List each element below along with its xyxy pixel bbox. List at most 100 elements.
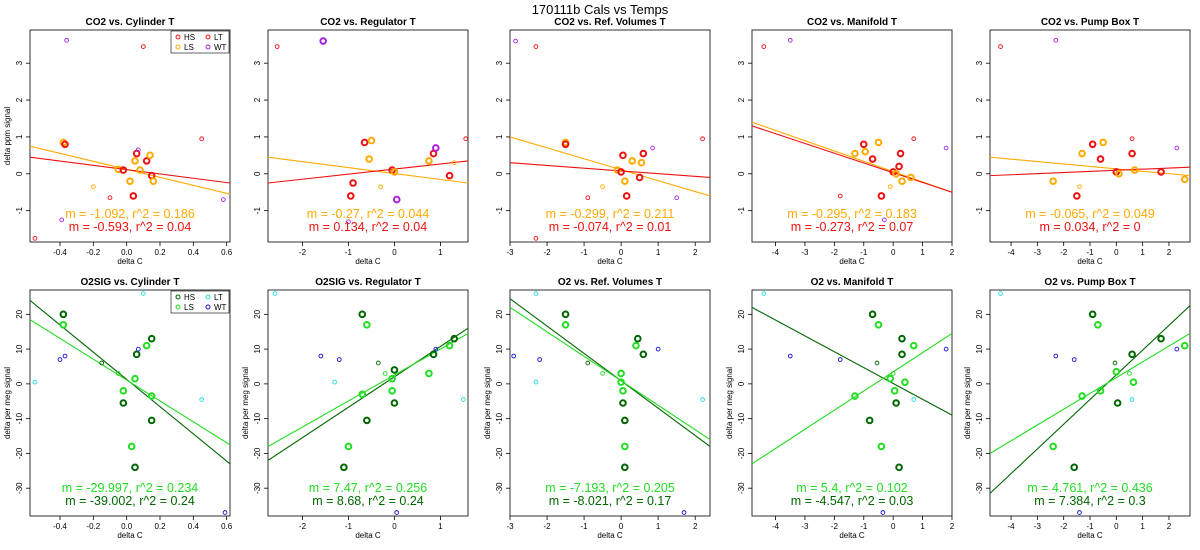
x-tick-label: 0.0 [121, 248, 133, 257]
data-point [1180, 341, 1189, 350]
fit-annotation: m = -4.547, r^2 = 0.03 [791, 494, 914, 508]
regression-line [510, 298, 710, 447]
chart-panel-1: CO2 vs. Cylinder T -0.4 -0.2 0.0 0.2 0.4 0.6 de… [3, 17, 233, 266]
x-tick-label: -3 [1034, 522, 1042, 531]
chart-panel-6: O2SIG vs. Cylinder T -0.4 -0.2 0.0 0.2 0.4 0.6… [3, 277, 233, 540]
data-point [432, 144, 440, 152]
x-tick-label: -1 [581, 522, 589, 531]
data-point [600, 184, 605, 190]
y-tick-label: 3 [253, 60, 262, 65]
data-point [1128, 350, 1136, 359]
data-point [619, 399, 627, 407]
y-tick-label: 3 [975, 60, 984, 65]
x-axis-label: delta C [597, 257, 623, 266]
data-point [463, 136, 468, 142]
y-tick-label: -30 [737, 482, 746, 494]
x-tick-label: -0.2 [86, 248, 100, 257]
data-point [147, 334, 156, 343]
y-tick-label: 0 [737, 171, 746, 176]
y-tick-label: 0 [253, 171, 262, 176]
y-tick-label: 1 [495, 134, 504, 139]
x-tick-label: -1 [1086, 522, 1094, 531]
regression-line [752, 306, 952, 416]
x-tick-label: 1 [920, 248, 925, 257]
data-point [131, 157, 139, 165]
data-point [425, 369, 433, 378]
data-point [909, 341, 918, 350]
data-point [787, 37, 793, 43]
x-tick-label: 1 [438, 248, 443, 257]
data-point [450, 334, 459, 343]
data-point [619, 151, 627, 160]
data-point [890, 387, 899, 395]
data-point [451, 160, 457, 166]
data-point [131, 463, 139, 472]
data-point [513, 38, 518, 44]
data-point [1113, 399, 1122, 407]
data-point [1096, 155, 1105, 163]
data-point [681, 510, 687, 515]
data-point [346, 219, 351, 225]
x-tick-label: -2 [543, 248, 551, 257]
data-point [220, 197, 226, 202]
x-tick-label: 0.0 [121, 522, 133, 531]
y-tick-label: -30 [495, 482, 504, 494]
data-point [390, 168, 399, 176]
legend-marker [175, 34, 181, 40]
y-tick-label: 1 [15, 134, 24, 139]
fit-annotation: m = -0.074, r^2 = 0.01 [549, 220, 672, 234]
x-tick-label: 0.4 [188, 248, 200, 257]
chart-panel-3: CO2 vs. Ref. Volumes T -3 -2 -1 0 1 2 delta C -1… [495, 17, 711, 266]
data-point [135, 147, 141, 153]
data-point [1088, 140, 1097, 149]
data-point [892, 169, 900, 178]
legend-marker [175, 294, 181, 300]
data-point [390, 399, 399, 407]
data-point [1049, 177, 1057, 185]
x-tick-label: 0.2 [154, 522, 166, 531]
data-point [1129, 378, 1138, 386]
legend: HS LT LS WT [170, 290, 230, 314]
y-tick-label: 10 [737, 344, 746, 353]
y-tick-label: 10 [495, 344, 504, 353]
data-point [874, 360, 880, 366]
fit-annotation: m = -0.295, r^2 = 0.183 [787, 207, 917, 221]
data-point [1129, 136, 1135, 142]
legend-label: HS [184, 293, 195, 302]
y-tick-label: 0 [253, 381, 262, 386]
y-tick-label: 0 [975, 171, 984, 176]
data-point [896, 149, 905, 158]
legend-label: WT [214, 43, 227, 52]
data-point [907, 173, 915, 182]
legend: HS LT LS WT [170, 30, 230, 54]
x-tick-label: -1 [1086, 248, 1094, 257]
fit-annotation: m = -0.273, r^2 = 0.07 [791, 220, 914, 234]
data-point [365, 155, 373, 163]
data-point [360, 138, 369, 147]
data-point [621, 177, 629, 185]
data-point [700, 397, 705, 402]
data-point [1127, 371, 1132, 376]
y-tick-label: -10 [495, 412, 504, 424]
data-point [537, 357, 542, 362]
data-point [119, 399, 128, 407]
data-point [90, 184, 96, 190]
data-point [1112, 360, 1118, 366]
data-point [1070, 463, 1079, 472]
data-point [129, 192, 138, 200]
data-point [635, 173, 644, 182]
chart-title: O2 vs. Pump Box T [1044, 277, 1135, 288]
x-tick-label: -1 [860, 248, 868, 257]
data-point [621, 416, 629, 425]
regression-line [268, 327, 468, 461]
y-axis-label: delta per meg signal [3, 367, 12, 439]
y-tick-label: 0 [15, 381, 24, 386]
data-point [1174, 145, 1180, 151]
x-tick-label: 0 [891, 522, 896, 531]
y-tick-label: 3 [495, 60, 504, 65]
fit-annotation: m = 7.47, r^2 = 0.256 [309, 481, 427, 495]
